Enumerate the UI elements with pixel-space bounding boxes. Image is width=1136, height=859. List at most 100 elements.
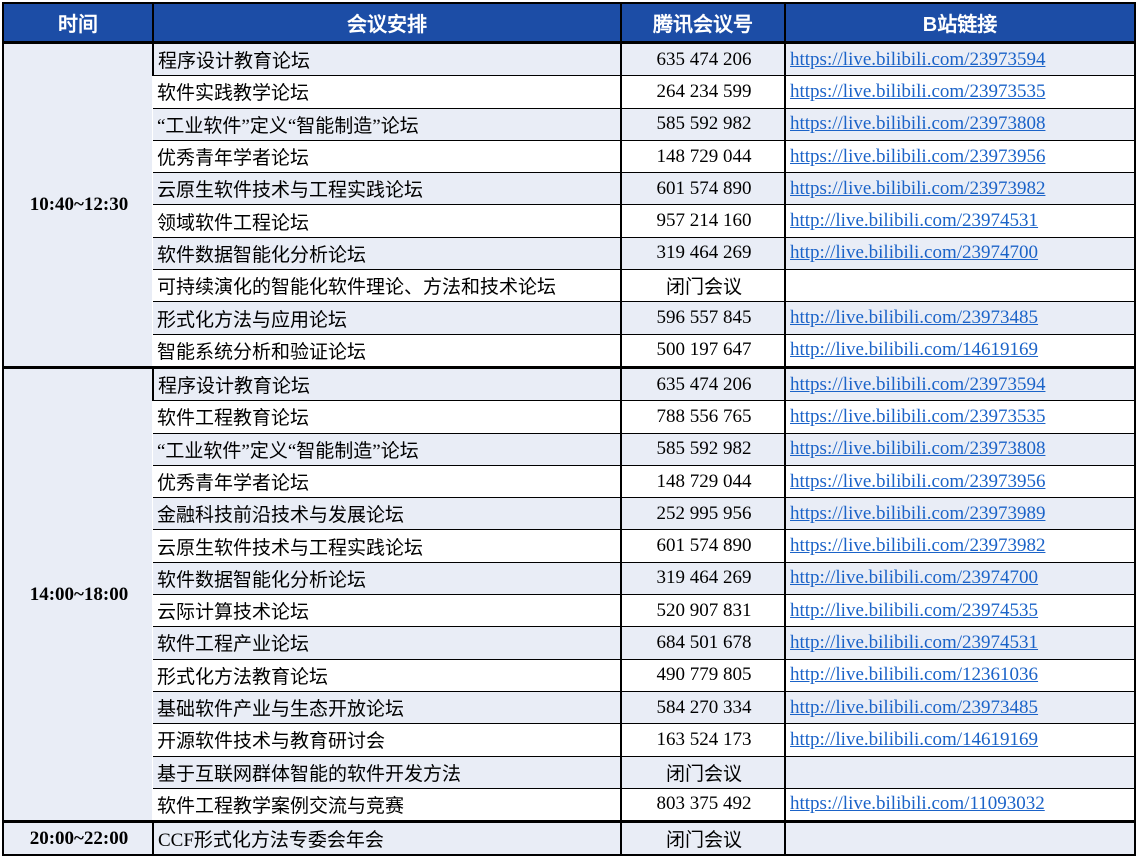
meeting-id-cell: 684 501 678 [620, 626, 785, 660]
schedule-row: 云原生软件技术与工程实践论坛 601 574 890 https://live.bi… [3, 172, 1135, 205]
forum-name-cell: 优秀青年学者论坛 [153, 464, 621, 498]
forum-name-cell: 优秀青年学者论坛 [153, 139, 621, 173]
meeting-id-cell: 520 907 831 [620, 594, 785, 627]
bilibili-link[interactable]: https://live.bilibili.com/23973956 [790, 145, 1046, 167]
bilibili-link-cell: http://live.bilibili.com/12361036 [784, 658, 1135, 692]
schedule-row: 软件工程教学案例交流与竞赛 803 375 492 https://live.bil… [3, 787, 1135, 822]
bilibili-link[interactable]: https://live.bilibili.com/23973594 [790, 373, 1046, 395]
bilibili-link-cell: https://live.bilibili.com/23973989 [784, 497, 1135, 530]
bilibili-link-cell [784, 269, 1135, 302]
schedule-row: 软件工程产业论坛 684 501 678 http://live.bilibili.… [3, 626, 1135, 660]
schedule-row: 形式化方法教育论坛 490 779 805 http://live.bilibili… [3, 658, 1135, 692]
bilibili-link[interactable]: https://live.bilibili.com/23973956 [790, 470, 1046, 492]
meeting-id-cell: 585 592 982 [620, 432, 785, 466]
forum-name-cell: 形式化方法教育论坛 [153, 658, 621, 692]
meeting-id-cell: 957 214 160 [620, 204, 785, 238]
forum-name-cell: 形式化方法与应用论坛 [153, 301, 621, 335]
forum-name-cell: 程序设计教育论坛 [152, 365, 621, 401]
bilibili-link[interactable]: https://live.bilibili.com/23973808 [790, 438, 1046, 460]
bilibili-link[interactable]: http://live.bilibili.com/23974531 [790, 210, 1039, 232]
schedule-row: 20:00~22:00 CCF形式化方法专委会年会 闭门会议 [3, 820, 1135, 856]
bilibili-link[interactable]: http://live.bilibili.com/14619169 [790, 339, 1039, 361]
forum-name-cell: “工业软件”定义“智能制造”论坛 [153, 107, 621, 141]
bilibili-link[interactable]: http://live.bilibili.com/14619169 [790, 728, 1039, 750]
col-header-time: 时间 [3, 3, 153, 44]
bilibili-link[interactable]: http://live.bilibili.com/12361036 [790, 664, 1039, 686]
bilibili-link[interactable]: https://live.bilibili.com/23973808 [790, 113, 1046, 135]
bilibili-link[interactable]: http://live.bilibili.com/23974531 [790, 631, 1039, 653]
bilibili-link-cell: https://live.bilibili.com/23973956 [784, 139, 1135, 173]
forum-name-cell: 软件实践教学论坛 [153, 75, 621, 109]
schedule-row: 基于互联网群体智能的软件开发方法 闭门会议 [3, 755, 1135, 789]
forum-name-cell: 开源软件技术与教育研讨会 [153, 723, 621, 757]
bilibili-link[interactable]: http://live.bilibili.com/23974700 [790, 567, 1039, 589]
forum-name-cell: 软件工程教育论坛 [153, 400, 621, 434]
schedule-row: 领域软件工程论坛 957 214 160 http://live.bilibili.… [3, 204, 1135, 238]
bilibili-link[interactable]: https://live.bilibili.com/23973535 [790, 405, 1046, 427]
forum-name-cell: 云原生软件技术与工程实践论坛 [153, 529, 621, 563]
bilibili-link[interactable]: http://live.bilibili.com/23973485 [790, 307, 1039, 329]
bilibili-link[interactable]: http://live.bilibili.com/23974535 [790, 599, 1039, 621]
bilibili-link-cell [784, 755, 1135, 789]
bilibili-link-cell: https://live.bilibili.com/23973982 [784, 529, 1135, 563]
forum-name-cell: 基于互联网群体智能的软件开发方法 [153, 755, 621, 789]
meeting-id-cell: 252 995 956 [620, 497, 785, 530]
bilibili-link[interactable]: https://live.bilibili.com/23973535 [790, 80, 1046, 102]
bilibili-link-cell: http://live.bilibili.com/14619169 [784, 333, 1135, 368]
bilibili-link-cell: https://live.bilibili.com/23973808 [784, 432, 1135, 466]
bilibili-link[interactable]: https://live.bilibili.com/23973594 [790, 48, 1046, 70]
forum-name-cell: 云原生软件技术与工程实践论坛 [153, 172, 621, 205]
meeting-id-cell: 264 234 599 [620, 75, 785, 109]
bilibili-link-cell: https://live.bilibili.com/23973535 [784, 75, 1135, 109]
forum-name-cell: 软件工程产业论坛 [153, 626, 621, 660]
schedule-row: 优秀青年学者论坛 148 729 044 https://live.bilibili… [3, 139, 1135, 173]
schedule-row: 软件数据智能化分析论坛 319 464 269 http://live.bilibi… [3, 236, 1135, 270]
header-row: 时间 会议安排 腾讯会议号 B站链接 [3, 3, 1135, 44]
bilibili-link-cell: http://live.bilibili.com/23974531 [784, 204, 1135, 238]
bilibili-link-cell: https://live.bilibili.com/23973594 [784, 365, 1135, 401]
bilibili-link[interactable]: https://live.bilibili.com/23973982 [790, 177, 1046, 199]
meeting-id-cell: 490 779 805 [620, 658, 785, 692]
meeting-id-cell: 319 464 269 [620, 561, 785, 595]
col-header-meeting-id: 腾讯会议号 [620, 3, 785, 44]
bilibili-link-cell: https://live.bilibili.com/23973982 [784, 172, 1135, 205]
bilibili-link-cell: https://live.bilibili.com/23973594 [784, 41, 1135, 76]
bilibili-link[interactable]: https://live.bilibili.com/23973982 [790, 535, 1046, 557]
bilibili-link[interactable]: https://live.bilibili.com/11093032 [790, 793, 1045, 815]
time-cell: 10:40~12:30 [3, 42, 153, 368]
meeting-id-cell: 闭门会议 [620, 269, 785, 302]
time-cell: 20:00~22:00 [3, 820, 153, 856]
bilibili-link-cell [784, 820, 1135, 856]
meeting-id-cell: 500 197 647 [620, 333, 785, 368]
forum-name-cell: 可持续演化的智能化软件理论、方法和技术论坛 [153, 269, 621, 302]
forum-name-cell: 智能系统分析和验证论坛 [153, 333, 621, 368]
forum-name-cell: 基础软件产业与生态开放论坛 [153, 690, 621, 724]
forum-name-cell: 程序设计教育论坛 [152, 41, 621, 76]
schedule-row: 14:00~18:00 程序设计教育论坛 635 474 206 https://li… [3, 365, 1135, 822]
meeting-id-cell: 635 474 206 [620, 41, 785, 76]
meeting-id-cell: 788 556 765 [620, 400, 785, 434]
forum-name-cell: 云际计算技术论坛 [153, 594, 621, 627]
schedule-row: 形式化方法与应用论坛 596 557 845 http://live.bilibil… [3, 301, 1135, 335]
col-header-forum: 会议安排 [152, 3, 621, 44]
schedule-row: 软件工程教育论坛 788 556 765 https://live.bilibili… [3, 400, 1135, 434]
bilibili-link-cell: http://live.bilibili.com/23974535 [784, 594, 1135, 627]
meeting-id-cell: 319 464 269 [620, 236, 785, 270]
forum-name-cell: 金融科技前沿技术与发展论坛 [153, 497, 621, 530]
meeting-id-cell: 601 574 890 [620, 529, 785, 563]
bilibili-link-cell: http://live.bilibili.com/23973485 [784, 690, 1135, 724]
schedule-row: 云原生软件技术与工程实践论坛 601 574 890 https://live.bi… [3, 529, 1135, 563]
schedule-row: “工业软件”定义“智能制造”论坛 585 592 982 https://live.… [3, 432, 1135, 466]
forum-name-cell: 软件数据智能化分析论坛 [153, 236, 621, 270]
bilibili-link[interactable]: http://live.bilibili.com/23974700 [790, 242, 1039, 264]
schedule-row: 软件数据智能化分析论坛 319 464 269 http://live.bilibi… [3, 561, 1135, 595]
forum-name-cell: “工业软件”定义“智能制造”论坛 [153, 432, 621, 466]
bilibili-link[interactable]: https://live.bilibili.com/23973989 [790, 502, 1046, 524]
bilibili-link[interactable]: http://live.bilibili.com/23973485 [790, 696, 1039, 718]
schedule-row: 可持续演化的智能化软件理论、方法和技术论坛 闭门会议 [3, 269, 1135, 302]
meeting-id-cell: 584 270 334 [620, 690, 785, 724]
bilibili-link-cell: http://live.bilibili.com/23974700 [784, 561, 1135, 595]
bilibili-link-cell: http://live.bilibili.com/23974531 [784, 626, 1135, 660]
